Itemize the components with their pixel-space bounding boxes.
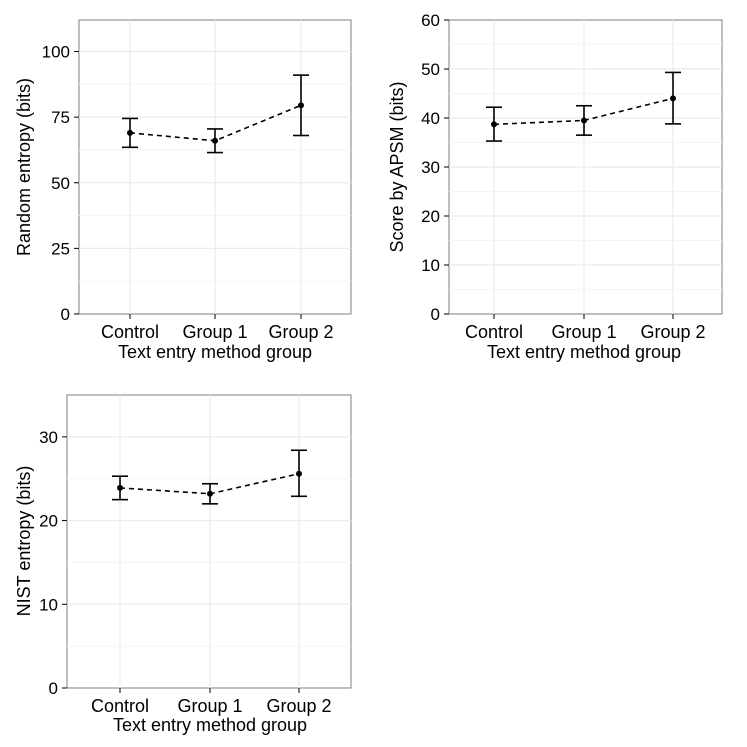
y-axis-label: Random entropy (bits) (14, 78, 34, 256)
y-axis-label: NIST entropy (bits) (14, 466, 34, 617)
y-tick-label: 30 (421, 158, 440, 177)
y-tick-label: 40 (421, 109, 440, 128)
x-tick-marks (129, 314, 302, 319)
y-tick-label: 75 (51, 108, 70, 127)
data-point (581, 117, 587, 124)
y-tick-marks: 0 10 20 30 40 50 60 (421, 11, 449, 324)
data-point (207, 490, 213, 497)
y-tick-label: 100 (42, 43, 70, 62)
y-tick-label: 0 (61, 305, 70, 324)
x-tick-label-group-2: Group 2 (640, 322, 705, 342)
panel-background (66, 394, 352, 689)
x-tick-label-control: Control (91, 696, 149, 716)
y-tick-label: 60 (421, 11, 440, 30)
y-tick-label: 10 (39, 595, 58, 614)
x-tick-marks (493, 314, 674, 319)
x-tick-label-group-1: Group 1 (182, 322, 247, 342)
y-tick-label: 10 (421, 256, 440, 275)
y-tick-label: 50 (421, 60, 440, 79)
x-tick-label-group-1: Group 1 (177, 696, 242, 716)
data-point (670, 95, 676, 102)
y-axis-label: Score by APSM (bits) (387, 81, 407, 252)
series-marks (486, 71, 681, 142)
data-point (296, 470, 302, 477)
series-marks (112, 449, 307, 505)
x-tick-marks (119, 688, 300, 693)
y-tick-label: 50 (51, 174, 70, 193)
chart-nist-entropy: 0 10 20 30 Control Group 1 Group 2 Text ent… (14, 394, 352, 735)
y-tick-label: 20 (39, 512, 58, 531)
y-tick-label: 30 (39, 428, 58, 447)
y-tick-marks: 0 10 20 30 (39, 428, 67, 698)
grid-lines (67, 395, 351, 688)
y-tick-label: 0 (431, 305, 440, 324)
y-tick-label: 0 (49, 679, 58, 698)
x-tick-label-control: Control (465, 322, 523, 342)
x-tick-label-group-2: Group 2 (268, 322, 333, 342)
y-tick-marks: 0 25 50 75 100 (42, 43, 79, 324)
chart-random-entropy: 0 25 50 75 100 Control Group 1 Group 2 Text … (14, 19, 352, 362)
series-marks (122, 74, 309, 154)
data-point (127, 129, 133, 136)
data-point (212, 137, 218, 144)
x-axis-label: Text entry method group (113, 715, 307, 735)
chart-apsm-score: 0 10 20 30 40 50 60 Control Group 1 Group 2 Te… (387, 11, 723, 362)
y-tick-label: 25 (51, 239, 70, 258)
y-tick-label: 20 (421, 207, 440, 226)
x-tick-label-group-1: Group 1 (551, 322, 616, 342)
data-point (117, 484, 123, 491)
data-point (298, 102, 304, 109)
x-axis-label: Text entry method group (487, 342, 681, 362)
x-tick-label-control: Control (101, 322, 159, 342)
data-point (491, 121, 497, 128)
x-axis-label: Text entry method group (118, 342, 312, 362)
x-tick-label-group-2: Group 2 (266, 696, 331, 716)
grid-lines (79, 20, 351, 314)
